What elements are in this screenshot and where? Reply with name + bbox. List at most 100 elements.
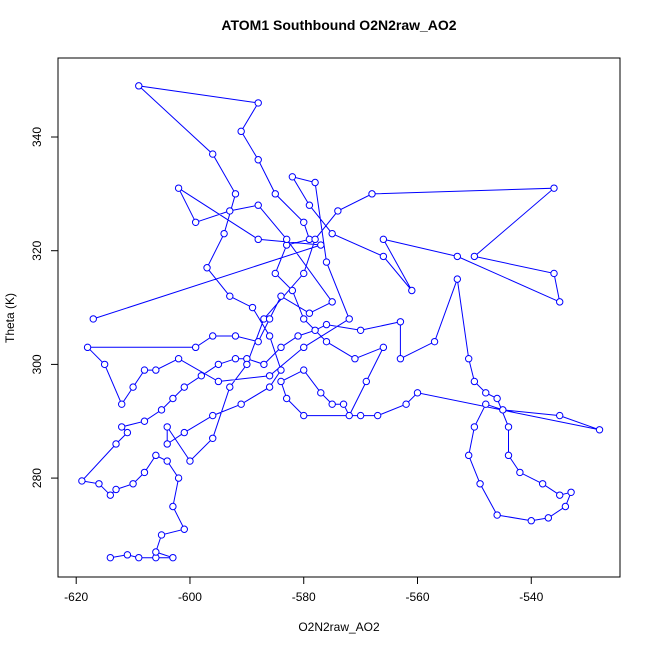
data-point: [112, 485, 120, 494]
x-tick-label: -600: [178, 590, 202, 604]
data-point: [356, 411, 365, 420]
data-point: [379, 252, 388, 261]
data-point: [95, 480, 103, 488]
data-point: [550, 184, 558, 192]
data-point: [118, 423, 126, 431]
data-point: [550, 269, 558, 278]
chart-title: ATOM1 Southbound O2N2raw_AO2: [221, 17, 456, 33]
data-point: [174, 474, 183, 482]
data-point: [140, 417, 149, 425]
data-point: [254, 337, 262, 346]
data-point: [282, 394, 291, 403]
data-point: [470, 252, 479, 261]
data-point: [243, 360, 251, 369]
data-point: [209, 434, 217, 442]
data-point: [277, 292, 285, 300]
data-point: [322, 320, 331, 329]
data-point: [152, 366, 160, 374]
data-point: [118, 400, 126, 408]
y-tick-label: 300: [30, 354, 44, 374]
data-point: [317, 389, 325, 397]
data-point: [260, 360, 268, 369]
data-point: [78, 477, 86, 485]
data-point: [595, 426, 604, 434]
data-point: [209, 332, 217, 340]
data-point: [476, 480, 484, 488]
data-point: [277, 343, 285, 352]
data-point: [231, 190, 240, 198]
data-point: [300, 315, 308, 323]
data-point: [362, 377, 371, 386]
data-point: [135, 82, 143, 90]
x-tick-label: -620: [64, 590, 88, 604]
data-point: [89, 315, 97, 323]
data-point: [214, 377, 223, 386]
data-point: [413, 389, 422, 397]
data-point: [556, 298, 564, 306]
data-point: [135, 553, 143, 562]
data-point: [129, 383, 137, 391]
data-point: [544, 514, 553, 522]
data-point: [265, 383, 274, 391]
data-point: [157, 531, 166, 539]
data-point: [493, 394, 501, 403]
y-tick-label: 340: [30, 127, 44, 147]
data-point: [220, 229, 228, 238]
data-point: [106, 553, 115, 562]
x-tick-label: -580: [292, 590, 316, 604]
data-point: [112, 440, 120, 448]
y-axis-label: Theta (K): [3, 293, 17, 343]
data-point: [504, 451, 513, 460]
data-point: [482, 389, 490, 397]
data-point: [322, 337, 331, 346]
data-point: [140, 468, 149, 477]
data-point: [464, 355, 473, 363]
data-point: [277, 377, 285, 386]
data-point: [345, 411, 353, 420]
data-point: [300, 269, 308, 278]
data-point: [408, 286, 416, 295]
data-point: [169, 502, 177, 511]
data-point: [373, 411, 382, 420]
data-point: [123, 428, 132, 437]
data-point: [339, 400, 348, 408]
y-tick-label: 280: [30, 468, 44, 488]
data-point: [226, 292, 234, 300]
data-point: [237, 127, 245, 136]
data-point: [300, 218, 308, 226]
data-point: [470, 377, 479, 386]
data-point: [538, 480, 547, 488]
data-point: [271, 190, 279, 198]
x-tick-label: -540: [519, 590, 543, 604]
x-axis-label: O2N2raw_AO2: [298, 620, 380, 634]
data-point: [317, 241, 325, 249]
data-point: [152, 451, 160, 460]
data-point: [464, 451, 473, 460]
data-point: [209, 150, 217, 158]
data-point: [123, 551, 132, 559]
data-point: [453, 252, 462, 261]
data-point: [311, 326, 319, 334]
data-point: [203, 264, 211, 272]
data-point: [328, 298, 336, 306]
data-point: [493, 511, 501, 519]
data-point: [180, 428, 188, 437]
data-point: [254, 156, 262, 164]
data-point: [271, 269, 279, 278]
data-point: [556, 491, 564, 499]
data-line: [80, 85, 600, 559]
data-point: [351, 355, 359, 363]
data-point: [453, 275, 462, 283]
data-point: [174, 184, 183, 192]
data-point: [186, 457, 194, 465]
data-point: [106, 491, 115, 499]
data-point: [209, 411, 217, 420]
data-point: [311, 178, 319, 187]
data-point: [265, 332, 274, 340]
data-point: [191, 218, 200, 226]
data-point: [516, 468, 524, 477]
data-point: [345, 315, 353, 323]
data-point: [163, 423, 171, 431]
